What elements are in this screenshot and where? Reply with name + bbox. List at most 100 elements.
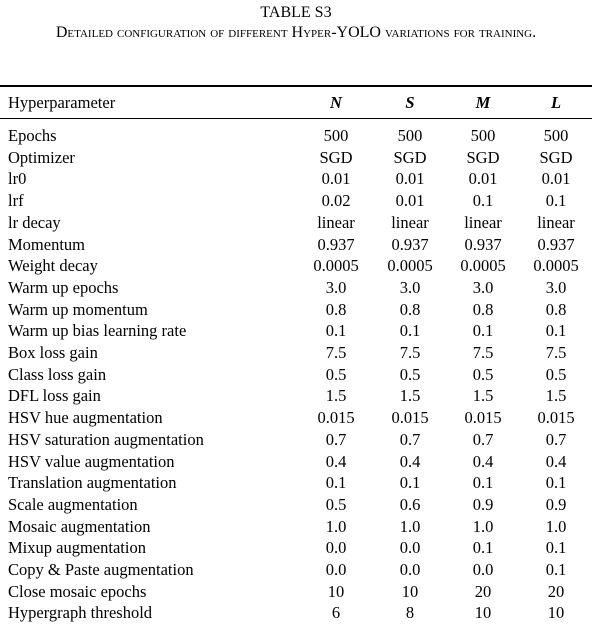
cell: 3.0 [472,277,494,297]
cell: 3.0 [399,277,421,297]
cell: 500 [397,126,423,145]
cell: 0.1 [399,473,421,493]
cell: 0.9 [472,494,494,514]
row-label: Copy & Paste augmentation [8,560,194,579]
cell: 0.5 [545,364,567,384]
cell: 3.0 [325,277,347,297]
cell: 0.7 [325,429,347,449]
cell: SGD [466,147,500,167]
cell: 20 [474,581,492,601]
cell: 500 [323,126,349,145]
header-cell: L [550,93,562,112]
cell: 0.1 [545,321,567,341]
cell: 0.0 [472,560,494,579]
cell: 1.0 [545,516,567,536]
cell: 0.8 [399,299,421,319]
cell: 1.0 [472,516,494,536]
top-rule [0,85,592,87]
cell: 1.5 [399,386,421,406]
row-label: lr decay [8,212,61,232]
cell: 0.01 [468,169,498,189]
cell: 0.1 [472,538,494,558]
cell: 0.01 [541,169,571,189]
cell: 0.5 [472,364,494,384]
cell: 0.7 [545,429,567,449]
cell: 0.015 [391,408,429,428]
cell: linear [537,212,575,232]
cell: 0.8 [472,299,494,319]
cell: 0.8 [545,299,567,319]
cell: 0.1 [472,473,494,493]
row-label: Epochs [8,126,57,145]
cell: 0.937 [391,234,429,254]
row-label: Warm up momentum [8,299,148,319]
row-label: Mosaic augmentation [8,516,151,536]
row-label: Close mosaic epochs [8,581,147,601]
cell: 0.937 [464,234,502,254]
cell: 0.8 [325,299,347,319]
cell: 0.4 [545,451,567,471]
row-label: HSV saturation augmentation [8,429,204,449]
cell: 0.1 [472,191,494,211]
cell: 0.4 [399,451,421,471]
cell: 0.1 [472,321,494,341]
cell: 0.0 [325,560,347,579]
header-rule [0,118,592,119]
row-label: Translation augmentation [8,473,177,493]
cell: SGD [393,147,427,167]
row-label: Warm up bias learning rate [8,321,187,341]
cell: 0.1 [545,538,567,558]
cell: 0.1 [325,321,347,341]
cell: 1.0 [399,516,421,536]
row-label: lr0 [8,169,27,189]
cell: linear [464,212,502,232]
cell: 0.7 [399,429,421,449]
cell: 0.0005 [533,256,579,276]
header-cell: N [330,93,342,112]
row-label: Optimizer [8,147,75,167]
cell: 3.0 [545,277,567,297]
cell: 0.01 [321,169,351,189]
cell: 0.0 [399,560,421,579]
row-label: DFL loss gain [8,386,101,406]
cell: 0.02 [321,191,351,211]
cell: 0.0 [399,538,421,558]
cell: 0.1 [545,473,567,493]
cell: 0.5 [325,494,347,514]
table-title: TABLE S3 [260,4,332,21]
cell: 0.01 [395,169,425,189]
cell: 0.0005 [387,256,433,276]
cell: 0.4 [472,451,494,471]
cell: 10 [327,581,345,601]
cell: linear [391,212,429,232]
cell: 7.5 [472,343,494,362]
cell: 0.1 [545,191,567,211]
cell: SGD [319,147,353,167]
header-cell: M [475,93,491,112]
cell: 7.5 [325,343,347,362]
cell: 0.4 [325,451,347,471]
cell: 0.0005 [313,256,359,276]
cell: 10 [547,603,565,623]
row-label: Scale augmentation [8,494,138,514]
cell: 0.9 [545,494,567,514]
cell: 1.5 [545,386,567,406]
cell: 0.5 [399,364,421,384]
cell: 0.01 [395,191,425,211]
cell: 6 [331,603,341,623]
cell: 0.937 [537,234,575,254]
cell: 0.1 [325,473,347,493]
row-label: Mixup augmentation [8,538,146,558]
row-label: HSV hue augmentation [8,408,163,428]
cell: 500 [470,126,496,145]
table-caption: Detailed configuration of different Hype… [55,24,537,41]
cell: 0.0 [325,538,347,558]
cell: 500 [543,126,569,145]
row-label: Momentum [8,234,85,254]
cell: 0.5 [325,364,347,384]
cell: 20 [547,581,565,601]
cell: 10 [474,603,492,623]
row-label: HSV value augmentation [8,451,175,471]
row-label: Box loss gain [8,343,98,362]
